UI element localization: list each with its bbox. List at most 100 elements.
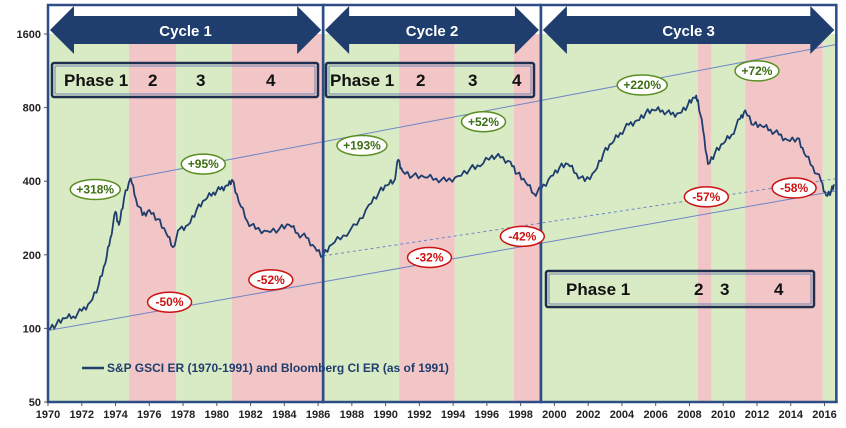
phase-label: 4 [266, 71, 276, 90]
x-tick-label: 1994 [441, 409, 466, 421]
annotation-label: +52% [468, 115, 499, 129]
x-tick-label: 1986 [306, 409, 330, 421]
y-tick-label: 800 [23, 103, 41, 115]
x-tick-label: 1976 [137, 409, 161, 421]
phase-label: 2 [148, 71, 157, 90]
cycle-arrows: Cycle 1 Cycle 2 Cycle 3 [50, 6, 835, 54]
legend: S&P GSCI ER (1970-1991) and Bloomberg CI… [82, 361, 449, 375]
x-tick-label: 2006 [643, 409, 667, 421]
y-tick-label: 400 [23, 176, 41, 188]
annotations: +318% +95% -50% -52% +193% +52% -32% -42% +220% +… [69, 60, 817, 313]
cycle-frame-3 [539, 3, 838, 404]
annotation-label: -52% [257, 273, 285, 287]
phase-label: 3 [468, 71, 477, 90]
annotation-label: +318% [76, 182, 114, 196]
x-tick-label: 2016 [812, 409, 836, 421]
cycle-arrow-1 [50, 6, 322, 54]
x-tick-label: 1970 [36, 409, 60, 421]
annotation-ellipse [616, 74, 668, 96]
annotation-ellipse [69, 178, 122, 201]
x-tick-label: 1990 [373, 409, 397, 421]
phase-label: 3 [196, 71, 205, 90]
cycle-label-2: Cycle 2 [406, 23, 459, 40]
phase-label: 4 [774, 280, 784, 299]
annotation-ellipse [734, 60, 780, 82]
phase-label: 3 [720, 280, 729, 299]
phase-box-1 [50, 61, 320, 99]
x-tick-label: 1996 [475, 409, 499, 421]
trend-line-2 [323, 178, 837, 257]
cycle-arrow-3 [542, 6, 835, 54]
phase-band-10 [711, 34, 746, 402]
phase-band-1 [129, 34, 177, 402]
phase-box-inner-3 [548, 273, 812, 305]
x-tick-label: 1978 [171, 409, 195, 421]
annotation-label: -58% [780, 181, 808, 195]
phase-band-0 [48, 34, 130, 402]
x-tick-label: 2014 [778, 409, 803, 421]
annotation-label: -32% [415, 250, 443, 264]
annotation-ellipse [771, 177, 817, 199]
y-tick-label: 1600 [17, 29, 41, 41]
annotation-ellipse [499, 225, 546, 248]
phase-band-5 [399, 34, 455, 402]
x-tick-label: 2010 [711, 409, 735, 421]
annotation-ellipse [248, 269, 294, 291]
y-tick-label: 100 [23, 323, 41, 335]
phase-band-3 [231, 34, 324, 402]
phase-label: Phase 1 [330, 71, 394, 90]
phase-bands [48, 34, 838, 402]
y-tick-label: 200 [23, 250, 41, 262]
annotation-ellipse [460, 111, 507, 133]
x-tick-label: 1992 [407, 409, 431, 421]
cycle-frames [46, 3, 838, 404]
phase-label: Phase 1 [64, 71, 128, 90]
phase-label: 4 [512, 71, 522, 90]
cycle-label-3: Cycle 3 [662, 23, 715, 40]
phase-box-3 [544, 269, 816, 309]
x-tick-label: 2008 [677, 409, 701, 421]
phase-label: 2 [694, 280, 703, 299]
x-tick-label: 1980 [205, 409, 229, 421]
phase-band-6 [454, 34, 514, 402]
x-tick-label: 1982 [238, 409, 262, 421]
annotation-label: +193% [343, 138, 381, 152]
annotation-ellipse [180, 153, 227, 175]
cycle-arrow-2 [325, 6, 539, 54]
phase-label: Phase 1 [566, 280, 630, 299]
phase-box-inner-1 [54, 65, 316, 95]
series-line-0 [47, 94, 835, 330]
x-tick-label: 2012 [745, 409, 769, 421]
x-tick-label: 1972 [70, 409, 94, 421]
annotation-label: -50% [156, 295, 184, 309]
phase-label: 2 [416, 71, 425, 90]
x-tick-label: 1974 [103, 409, 128, 421]
annotation-ellipse [336, 134, 388, 157]
legend-label: S&P GSCI ER (1970-1991) and Bloomberg CI… [107, 361, 449, 375]
annotation-label: -57% [692, 190, 720, 204]
phase-band-9 [697, 34, 712, 402]
annotation-ellipse [146, 291, 193, 313]
y-tick-label: 50 [29, 397, 41, 409]
series-layer [47, 94, 835, 330]
x-tick-label: 2000 [542, 409, 566, 421]
x-tick-label: 2002 [576, 409, 600, 421]
x-tick-label: 2004 [610, 409, 635, 421]
phase-band-12 [822, 34, 838, 402]
x-tick-label: 1984 [272, 409, 297, 421]
annotation-label: +220% [623, 78, 661, 92]
cycle-label-1: Cycle 1 [159, 23, 212, 40]
annotation-label: -42% [508, 229, 536, 243]
phase-band-2 [176, 34, 232, 402]
phase-band-11 [745, 34, 823, 402]
phase-band-7 [513, 34, 541, 402]
annotation-ellipse [683, 186, 730, 208]
x-tick-label: 1998 [508, 409, 532, 421]
annotation-ellipse [406, 246, 453, 269]
phase-box-2 [324, 61, 536, 99]
x-tick-label: 1988 [340, 409, 364, 421]
phase-box-inner-2 [328, 65, 532, 95]
annotation-label: +72% [741, 64, 772, 78]
